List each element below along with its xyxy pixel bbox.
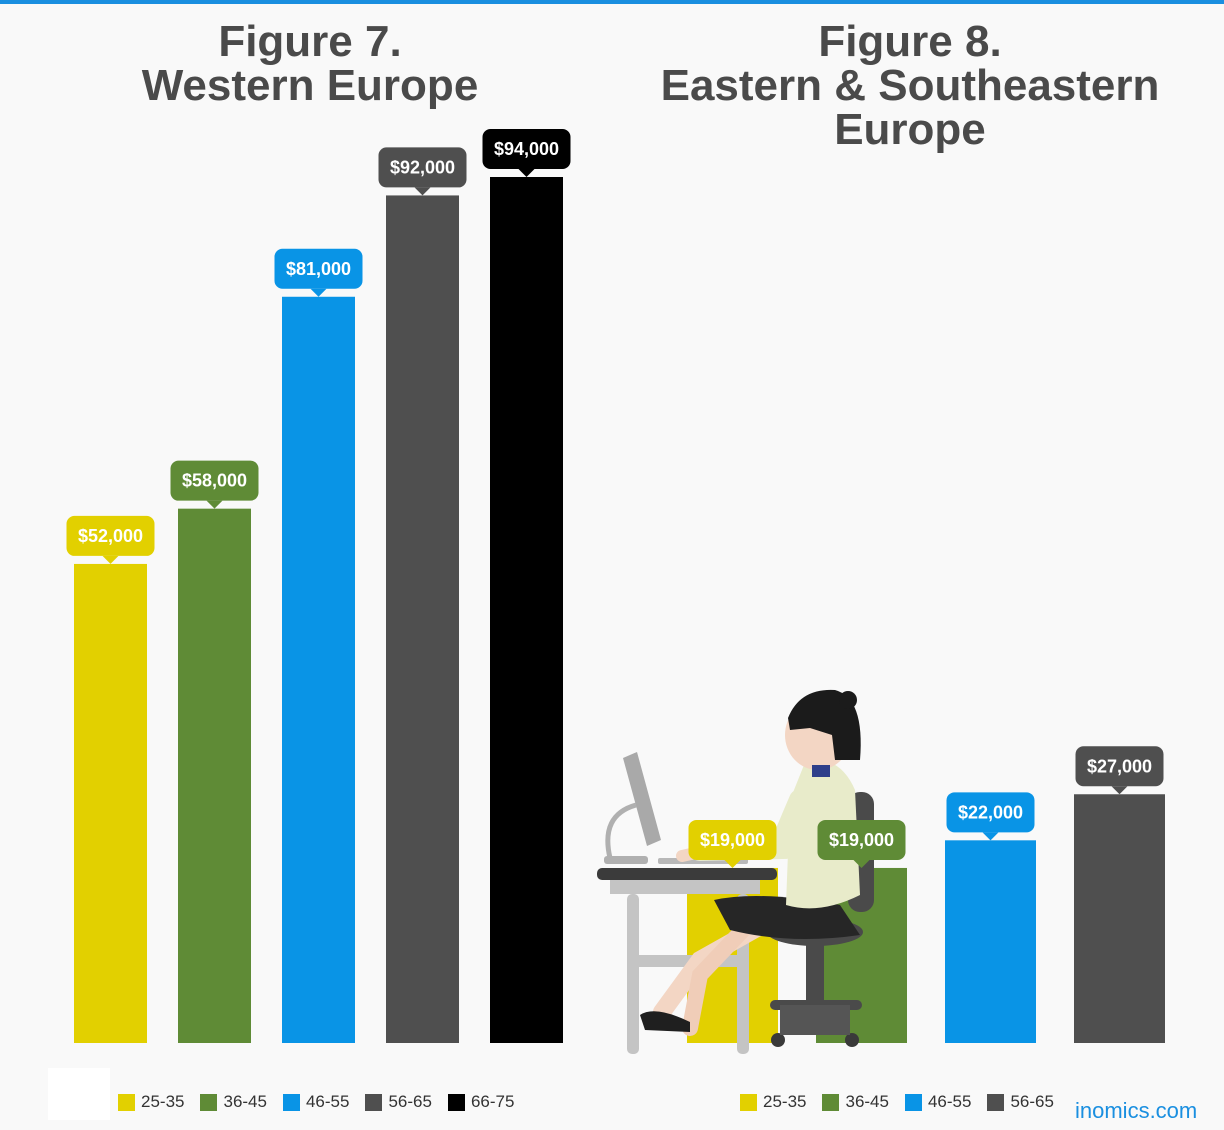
label-pointer — [518, 169, 535, 177]
figure-8-data-label-25-35: $19,000 — [688, 819, 777, 868]
legend-swatch — [282, 1093, 300, 1111]
figure-8-data-label-56-65: $27,000 — [1075, 746, 1164, 795]
figure-8-data-labels: $19,000 $19,000 $22,000 $27,000 — [688, 746, 1164, 868]
label-pointer — [206, 500, 223, 509]
data-label-text: $81,000 — [286, 259, 351, 279]
data-label-text: $27,000 — [1087, 756, 1152, 776]
label-pointer — [1111, 786, 1128, 795]
data-label-text: $58,000 — [182, 471, 247, 491]
figure-7-data-label-25-35: $52,000 — [66, 515, 155, 564]
legend-swatch — [200, 1093, 218, 1111]
figure-7-bar-25-35 — [74, 563, 147, 1043]
figure-7-bar-56-65 — [386, 195, 459, 1043]
label-bubble — [482, 129, 571, 169]
label-bubble — [688, 819, 777, 860]
legend-item-56-65: 56-65 — [365, 1092, 432, 1112]
figure-7-bars — [74, 177, 563, 1044]
figure-7-data-labels: $52,000 $58,000 $81,000 $92,000 $94,000 — [66, 129, 571, 564]
legend-item-25-35: 25-35 — [740, 1092, 806, 1112]
figure-7-data-label-36-45: $58,000 — [170, 460, 259, 509]
figure-7-title-line-1: Figure 7. — [218, 17, 402, 66]
figure-8-legend: 25-35 36-45 46-55 56-65 — [740, 1082, 1070, 1122]
label-bubble — [946, 792, 1035, 833]
legend-item-46-55: 46-55 — [282, 1092, 350, 1112]
data-label-text: $19,000 — [700, 830, 765, 850]
legend-label: 36-45 — [845, 1092, 889, 1111]
legend-item-36-45: 36-45 — [822, 1092, 889, 1112]
legend-background — [48, 1068, 110, 1120]
legend-label: 46-55 — [305, 1092, 350, 1111]
label-bubble — [378, 147, 467, 188]
figure-7-data-label-56-65: $92,000 — [378, 147, 467, 196]
figure-7-bar-66-75 — [490, 177, 563, 1043]
figure-7-bar-36-45 — [178, 508, 251, 1044]
legend-label: 56-65 — [1010, 1092, 1054, 1111]
data-label-text: $52,000 — [78, 526, 143, 546]
figure-7-title-line-2: Western Europe — [141, 61, 479, 110]
legend-item-66-75: 66-75 — [447, 1092, 515, 1112]
figure-8-title-line-1: Figure 8. — [818, 17, 1002, 66]
data-label-text: $92,000 — [390, 157, 455, 177]
label-bubble — [274, 248, 363, 289]
woman-at-computer-desk-illustration — [597, 689, 874, 1054]
legend-item-25-35: 25-35 — [118, 1092, 184, 1112]
label-bubble — [817, 819, 906, 860]
figure-8-data-label-36-45: $19,000 — [817, 819, 906, 868]
label-pointer — [853, 859, 870, 868]
figure-8-bar-56-65 — [1074, 794, 1165, 1043]
label-bubble — [66, 515, 155, 556]
legend-swatch — [987, 1093, 1005, 1111]
legend-label: 46-55 — [927, 1092, 972, 1111]
figure-7-data-label-66-75: $94,000 — [482, 129, 571, 177]
label-pointer — [414, 187, 431, 196]
figure-7-legend: 25-35 36-45 46-55 56-65 66-75 — [118, 1082, 530, 1122]
legend-label: 25-35 — [141, 1092, 185, 1111]
data-label-text: $94,000 — [494, 139, 559, 159]
label-pointer — [310, 288, 327, 297]
label-bubble — [1075, 746, 1164, 787]
figure-8-title: Figure 8. Eastern & Southeastern Europe — [630, 20, 1190, 152]
legend-swatch — [822, 1093, 840, 1111]
top-accent-line — [0, 0, 1224, 4]
legend-label: 56-65 — [388, 1092, 432, 1111]
figure-8-bar-46-55 — [945, 840, 1036, 1043]
data-label-text: $22,000 — [958, 802, 1023, 822]
label-pointer — [102, 555, 119, 564]
legend-label: 66-75 — [470, 1092, 515, 1111]
figure-8-title-line-3: Europe — [834, 105, 986, 154]
brand-watermark: inomics.com — [1075, 1098, 1198, 1123]
legend-label: 36-45 — [223, 1092, 267, 1111]
legend-item-56-65: 56-65 — [987, 1092, 1054, 1112]
figure-8-title-line-2: Eastern & Southeastern — [660, 61, 1160, 110]
figure-7-title: Figure 7. Western Europe — [50, 20, 570, 108]
figure-8-data-label-46-55: $22,000 — [946, 792, 1035, 841]
legend-swatch — [447, 1093, 465, 1111]
data-label-text: $19,000 — [829, 830, 894, 850]
legend-swatch — [118, 1093, 135, 1111]
legend-swatch — [904, 1093, 922, 1111]
label-pointer — [982, 832, 999, 841]
legend-label: 25-35 — [763, 1092, 807, 1111]
label-bubble — [170, 460, 259, 501]
legend-item-46-55: 46-55 — [904, 1092, 972, 1112]
figure-7-bar-46-55 — [282, 296, 355, 1043]
label-pointer — [724, 859, 741, 868]
legend-swatch — [365, 1093, 383, 1111]
legend-swatch — [740, 1093, 757, 1111]
figure-7-data-label-46-55: $81,000 — [274, 248, 363, 297]
legend-item-36-45: 36-45 — [200, 1092, 267, 1112]
